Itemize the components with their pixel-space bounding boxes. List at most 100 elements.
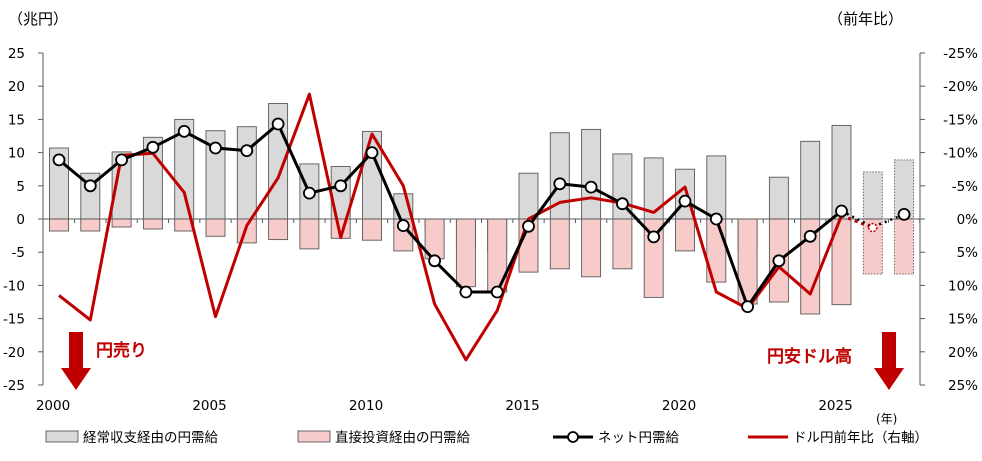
direct-investment-bar (549, 218, 570, 270)
yen-sell-arrow (61, 332, 91, 390)
legend-swatch-direct-investment (297, 430, 331, 443)
legend-swatch-current-account (45, 430, 79, 443)
net-demand-point (52, 153, 66, 167)
legend-label-current-account: 経常収支経由の円需給 (83, 430, 218, 446)
direct-investment-bar (49, 218, 69, 232)
direct-investment-bar (111, 218, 132, 228)
left-tick-label: 5 (16, 179, 25, 195)
right-tick-label: -25% (943, 46, 978, 62)
right-tick-label: 10% (948, 278, 978, 294)
legend-label-net: ネット円需給 (598, 430, 679, 446)
left-tick-label: -25 (3, 378, 25, 394)
x-tick-label: 2015 (505, 398, 539, 414)
left-tick-label: -10 (3, 278, 25, 294)
x-tick-label: 2005 (192, 398, 226, 414)
x-tick-label: 2000 (36, 398, 70, 414)
net-demand-point (678, 194, 692, 208)
legend-layer: 経常収支経由の円需給 直接投資経由の円需給 ネット円需給 ドル円前年比（右軸） (45, 429, 928, 446)
left-tick-label: 20 (8, 79, 25, 95)
direct-investment-bar (236, 218, 257, 244)
right-axis-unit: （前年比） (828, 10, 903, 28)
net-demand-point (772, 254, 786, 268)
left-tick-label: -20 (3, 345, 25, 361)
right-tick-label: 0% (957, 212, 979, 228)
direct-investment-forecast-bar (894, 218, 915, 275)
net-demand-point (490, 285, 504, 299)
net-demand-point (240, 144, 254, 158)
net-demand-point (302, 186, 316, 200)
lines-layer (52, 92, 911, 362)
net-demand-point (553, 177, 567, 191)
right-tick-label: -10% (943, 146, 978, 162)
current-account-bar (518, 172, 539, 220)
net-demand-point (522, 219, 535, 233)
net-demand-point (83, 179, 97, 193)
direct-investment-bar (299, 218, 320, 250)
annotation-weak-yen: 円安ドル高 (767, 346, 852, 367)
current-account-bar (706, 155, 727, 220)
annotation-yen-sell: 円売り (96, 340, 147, 361)
direct-investment-bar (362, 218, 382, 241)
weak-yen-arrow (874, 332, 904, 390)
right-tick-label: 25% (948, 378, 978, 394)
usd-jpy-forecast-line (840, 214, 874, 230)
net-demand-point (459, 285, 473, 299)
net-demand-point (209, 141, 222, 155)
left-tick-label: 15 (8, 112, 25, 128)
net-demand-point (396, 219, 410, 233)
direct-investment-bar (455, 218, 476, 288)
net-demand-point (616, 197, 629, 211)
left-axis-unit: （兆円） (8, 10, 68, 28)
net-demand-point (584, 180, 598, 194)
direct-investment-bar (675, 218, 695, 252)
net-demand-point (334, 179, 348, 193)
net-demand-point (115, 153, 128, 167)
net-demand-point (647, 230, 661, 244)
x-tick-label: 2020 (662, 398, 696, 414)
left-tick-label: 10 (8, 146, 25, 162)
usd-jpy-forecast-point (867, 222, 878, 233)
direct-investment-bar (80, 218, 101, 232)
x-tick-label: 2025 (818, 398, 852, 414)
left-tick-label: 25 (8, 46, 25, 62)
current-account-forecast-bar (862, 171, 883, 220)
direct-investment-bar (205, 218, 226, 237)
current-account-bar (581, 128, 602, 220)
net-demand-point (709, 212, 723, 226)
right-tick-label: 20% (948, 345, 978, 361)
net-demand-point (177, 124, 191, 138)
net-demand-point (365, 146, 379, 160)
net-demand-point (271, 117, 285, 131)
right-tick-label: 15% (948, 312, 978, 328)
legend-swatch-net-marker (567, 431, 579, 443)
net-demand-forecast-point (897, 207, 911, 221)
right-tick-label: -15% (943, 112, 978, 128)
net-demand-point (428, 254, 442, 268)
current-account-bar (768, 176, 789, 220)
net-demand-point (741, 300, 754, 314)
direct-investment-bar (142, 218, 163, 230)
net-demand-point (803, 229, 817, 243)
axes-layer (38, 52, 925, 386)
net-demand-point (835, 204, 848, 218)
current-account-bar (800, 140, 821, 220)
left-tick-label: -5 (12, 245, 25, 261)
legend-label-direct-investment: 直接投資経由の円需給 (335, 429, 470, 446)
current-account-bar (236, 126, 257, 220)
right-tick-label: -20% (943, 79, 978, 95)
x-axis-unit: (年) (876, 412, 897, 426)
left-tick-label: 0 (16, 212, 25, 228)
direct-investment-bar (581, 218, 602, 278)
net-demand-point (146, 140, 160, 154)
right-tick-label: -5% (952, 179, 978, 195)
left-tick-label: -15 (3, 312, 25, 328)
text-layer: 2520151050-5-10-15-20-25-25%-20%-15%-10%… (3, 10, 978, 426)
direct-investment-bar (612, 218, 633, 270)
direct-investment-bar (268, 218, 289, 241)
bars-layer (49, 103, 915, 315)
legend-label-usd-jpy: ドル円前年比（右軸） (793, 429, 928, 446)
right-tick-label: 5% (957, 245, 979, 261)
x-tick-label: 2010 (349, 398, 383, 414)
